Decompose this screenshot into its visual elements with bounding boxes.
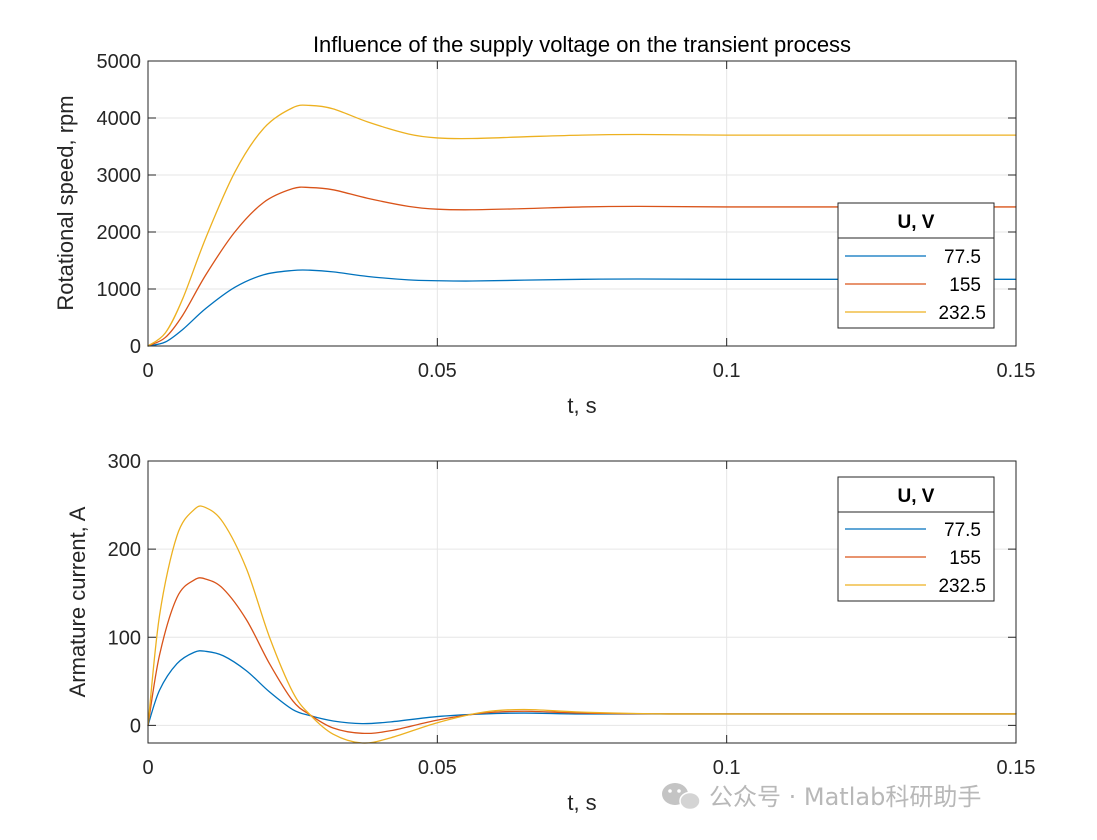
current-legend-box	[837, 476, 995, 602]
current-legend-entry-232.5: 232.5	[938, 576, 986, 597]
current-ticks: 0 0.05 0.1 0.15 0 100 200 300	[108, 451, 1036, 779]
watermark: 公众号 · Matlab科研助手	[662, 783, 981, 811]
speed-legend-entry-155: 155	[949, 275, 981, 296]
current-xtick-label-3: 0.15	[997, 757, 1036, 779]
current-axes-box	[147, 460, 1017, 744]
current-legend-entry-77.5: 77.5	[944, 520, 981, 541]
current-series-lines	[147, 505, 1017, 744]
speed-xtick-label-3: 0.15	[997, 360, 1036, 382]
speed-ticks: 0 0.05 0.1 0.15 0 1000 2000 3000 4000 5000	[97, 51, 1036, 382]
current-legend-entry-155: 155	[949, 548, 981, 569]
speed-xtick-label-2: 0.1	[713, 360, 741, 382]
speed-ytick-label-5: 5000	[97, 51, 142, 73]
current-ytick-label-3: 300	[108, 451, 141, 473]
speed-legend-entry-77.5: 77.5	[944, 247, 981, 268]
speed-series-line-232.5	[147, 104, 1017, 347]
current-legend-title: U, V	[898, 486, 935, 507]
speed-legend[interactable]: U, V 77.5 155 232.5	[837, 202, 995, 329]
speed-ytick-label-2: 2000	[97, 222, 142, 244]
current-ytick-label-1: 100	[108, 627, 141, 649]
speed-series-lines	[147, 104, 1017, 347]
current-y-label: Armature current, A	[65, 506, 90, 697]
wechat-icon	[662, 783, 701, 811]
watermark-text: 公众号 · Matlab科研助手	[709, 783, 981, 811]
current-xtick-label-2: 0.1	[713, 757, 741, 779]
current-ytick-label-2: 200	[108, 539, 141, 561]
current-legend[interactable]: U, V 77.5 155 232.5	[837, 476, 995, 602]
speed-axes-box	[147, 60, 1017, 347]
current-x-label: t, s	[567, 790, 596, 815]
current-xtick-label-0: 0	[142, 757, 153, 779]
speed-ytick-label-4: 4000	[97, 108, 142, 130]
speed-ytick-label-1: 1000	[97, 279, 142, 301]
speed-series-line-155	[147, 186, 1017, 347]
speed-series-line-77.5	[147, 269, 1017, 347]
speed-xtick-label-0: 0	[142, 360, 153, 382]
speed-ytick-label-0: 0	[130, 336, 141, 358]
speed-x-label: t, s	[567, 393, 596, 418]
speed-xtick-label-1: 0.05	[418, 360, 457, 382]
current-series-line-232.5	[147, 505, 1017, 744]
current-xtick-label-1: 0.05	[418, 757, 457, 779]
speed-ytick-label-3: 3000	[97, 165, 142, 187]
speed-chart: 0 0.05 0.1 0.15 0 1000 2000 3000 4000 5000 t, s R…	[53, 51, 1035, 418]
speed-legend-entry-232.5: 232.5	[938, 303, 986, 324]
current-chart: 0 0.05 0.1 0.15 0 100 200 300 t, s Armature cur…	[65, 451, 1035, 815]
chart-title: Influence of the supply voltage on the t…	[313, 32, 851, 57]
speed-legend-box	[837, 202, 995, 329]
speed-y-label: Rotational speed, rpm	[53, 95, 78, 310]
speed-legend-title: U, V	[898, 212, 935, 233]
current-ytick-label-0: 0	[130, 715, 141, 737]
